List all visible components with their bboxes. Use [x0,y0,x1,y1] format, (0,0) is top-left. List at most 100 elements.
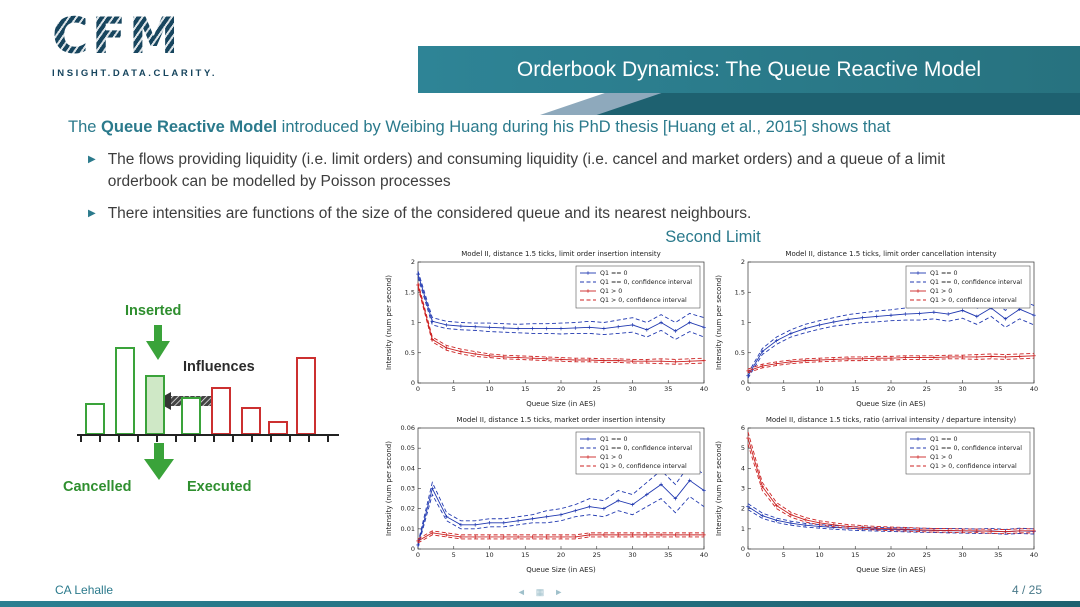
header-decoration [540,93,1080,115]
svg-text:25: 25 [593,551,601,559]
svg-text:30: 30 [628,385,636,393]
svg-text:10: 10 [815,551,823,559]
svg-text:10: 10 [815,385,823,393]
svg-text:Model II, distance 1.5 ticks,: Model II, distance 1.5 ticks, market ord… [457,416,666,424]
svg-text:30: 30 [958,385,966,393]
svg-text:Q1 == 0: Q1 == 0 [930,436,958,443]
svg-text:2: 2 [741,505,745,513]
svg-text:5: 5 [452,551,456,559]
bullet-triangle-icon: ▶ [88,154,96,165]
svg-text:20: 20 [887,551,895,559]
svg-text:Q1 > 0: Q1 > 0 [600,288,622,295]
svg-text:Model II, distance 1.5 ticks,: Model II, distance 1.5 ticks, ratio (arr… [766,416,1017,424]
svg-text:35: 35 [664,551,672,559]
svg-text:Q1 > 0, confidence interval: Q1 > 0, confidence interval [600,463,687,470]
footer-page-number: 4 / 25 [1011,583,1042,597]
svg-text:0: 0 [416,551,420,559]
nav-symbol-icon[interactable]: ◄ [516,587,526,597]
svg-text:Q1 > 0, confidence interval: Q1 > 0, confidence interval [930,297,1017,304]
bullet-text-2: There intensities are functions of the s… [107,205,752,222]
svg-text:6: 6 [741,424,745,432]
svg-text:0: 0 [746,551,750,559]
intro-bold: Queue Reactive Model [101,118,278,136]
orderbook-bar [145,375,165,435]
influences-label: Influences [183,359,255,375]
cfm-logo-tagline: INSIGHT.DATA.CLARITY. [52,68,218,79]
svg-text:Queue Size (in AES): Queue Size (in AES) [856,566,926,574]
inserted-arrow-icon [146,325,170,360]
orderbook-bar [241,407,261,435]
svg-text:0: 0 [411,379,415,387]
svg-text:40: 40 [700,385,708,393]
svg-text:Q1 == 0, confidence interval: Q1 == 0, confidence interval [930,445,1022,452]
nav-symbol-icon[interactable]: ► [554,587,564,597]
slide-title: Orderbook Dynamics: The Queue Reactive M… [516,57,982,81]
chart-plot: 0 5 10 15 20 25 30 35 40 0 0.5 1 1.5 2 Model II, dista… [715,250,1038,408]
svg-text:15: 15 [851,551,859,559]
svg-text:Q1 == 0, confidence interval: Q1 == 0, confidence interval [600,279,692,286]
executed-label: Executed [187,479,252,495]
svg-text:30: 30 [628,551,636,559]
cfm-logo: CFM INSIGHT.DATA.CLARITY. [52,8,252,79]
bullet-item-2: ▶ There intensities are functions of the… [88,203,988,225]
svg-text:Q1 > 0, confidence interval: Q1 > 0, confidence interval [930,463,1017,470]
charts-grid: 0 5 10 15 20 25 30 35 40 0 0.5 1 1.5 2 Model II, dista… [382,247,1042,579]
svg-text:0.5: 0.5 [735,349,745,357]
svg-text:0: 0 [741,545,745,553]
orderbook-bar [181,397,201,435]
footer-author: CA Lehalle [55,583,114,597]
orderbook-axis [77,434,339,436]
svg-text:15: 15 [521,551,529,559]
inserted-label: Inserted [125,303,182,319]
svg-text:35: 35 [994,385,1002,393]
svg-text:0.06: 0.06 [401,424,415,432]
cancelled-label: Cancelled [63,479,132,495]
svg-text:30: 30 [958,551,966,559]
intro-sentence: The Queue Reactive Model introduced by W… [68,118,1048,137]
svg-text:5: 5 [452,385,456,393]
orderbook-bar [211,387,231,435]
chart-limit-order-cancellation: 0 5 10 15 20 25 30 35 40 0 0.5 1 1.5 2 Model II, dista… [712,247,1042,413]
svg-text:1.5: 1.5 [405,288,415,296]
svg-text:25: 25 [593,385,601,393]
nav-symbol-icon[interactable]: ▦ [535,587,545,597]
chart-ratio: 0 5 10 15 20 25 30 35 40 0 1 2 3 4 5 6 Model II, distanc… [712,413,1042,579]
svg-text:Intensity (num per second): Intensity (num per second) [385,275,393,370]
svg-text:10: 10 [485,385,493,393]
orderbook-bar [296,357,316,435]
svg-text:0.04: 0.04 [401,464,415,472]
svg-text:2: 2 [411,258,415,266]
svg-text:Q1 > 0: Q1 > 0 [930,288,952,295]
svg-text:5: 5 [741,444,745,452]
chart-plot: 0 5 10 15 20 25 30 35 40 0 0.01 0.02 0.03 0.04 0.05 0.0… [385,416,708,574]
svg-text:1: 1 [741,319,745,327]
svg-text:25: 25 [923,551,931,559]
svg-text:Model II, distance 1.5 ticks,: Model II, distance 1.5 ticks, limit orde… [461,250,660,258]
svg-text:25: 25 [923,385,931,393]
orderbook-bar [268,421,288,435]
title-band: Orderbook Dynamics: The Queue Reactive M… [418,46,1080,93]
svg-text:40: 40 [1030,385,1038,393]
svg-text:3: 3 [741,485,745,493]
svg-text:Q1 == 0: Q1 == 0 [600,436,628,443]
svg-text:Queue Size (in AES): Queue Size (in AES) [856,400,926,408]
orderbook-bar [85,403,105,435]
svg-text:15: 15 [851,385,859,393]
chart-plot: 0 5 10 15 20 25 30 35 40 0 1 2 3 4 5 6 Model II, distanc… [715,416,1038,574]
footer-accent-strip [0,601,1080,607]
svg-text:Model II, distance 1.5 ticks,: Model II, distance 1.5 ticks, limit orde… [785,250,996,258]
svg-text:0.05: 0.05 [401,444,415,452]
svg-text:Q1 == 0, confidence interval: Q1 == 0, confidence interval [600,445,692,452]
svg-text:Intensity (num per second): Intensity (num per second) [715,275,723,370]
svg-text:0: 0 [746,385,750,393]
section-title: Second Limit [665,228,761,246]
svg-text:2: 2 [741,258,745,266]
svg-text:Q1 > 0: Q1 > 0 [600,454,622,461]
flow-arrow-icon [144,443,174,480]
svg-text:Queue Size (in AES): Queue Size (in AES) [526,400,596,408]
svg-text:0.03: 0.03 [401,485,415,493]
svg-text:20: 20 [557,551,565,559]
orderbook-axis-ticks [80,436,336,442]
svg-text:40: 40 [700,551,708,559]
